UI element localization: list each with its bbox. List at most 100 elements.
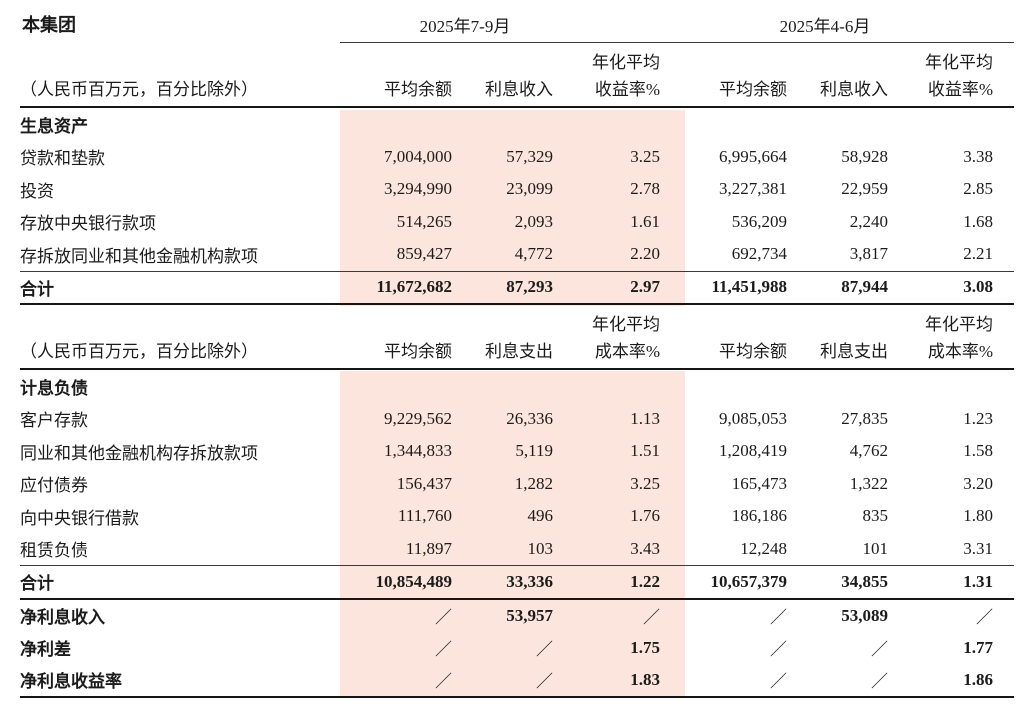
cell-value: 1.23 — [963, 408, 993, 428]
cell-value: 3.25 — [630, 146, 660, 166]
cell-value: 5,119 — [515, 441, 553, 461]
cell-value: 3,817 — [849, 244, 888, 264]
cell-value: 2,240 — [849, 211, 888, 231]
highlight-band-current-period-bottom — [340, 371, 685, 698]
na-slash: ／ — [435, 608, 452, 627]
cell-value: 3.31 — [963, 538, 993, 558]
cell-value: 3.43 — [630, 538, 660, 558]
section-label: 计息负债 — [20, 378, 88, 398]
row-label: 向中央银行借款 — [20, 508, 139, 528]
summary-rows: 净利息收入 ／ 53,957 ／ ／ 53,089 ／ 净利差 ／ ／ 1.75… — [20, 600, 1014, 698]
na-slash: ／ — [435, 672, 452, 691]
cell-value: 53,957 — [506, 605, 553, 625]
cell-value: 186,186 — [731, 506, 787, 526]
cell-value: 9,229,562 — [384, 408, 452, 428]
na-slash: ／ — [435, 640, 452, 659]
row-label: 净利差 — [20, 640, 71, 659]
na-slash: ／ — [976, 608, 993, 627]
cell-value: 1.86 — [963, 669, 993, 689]
table-row: 投资 3,294,990 23,099 2.78 3,227,381 22,95… — [20, 173, 1014, 206]
na-slash: ／ — [536, 672, 553, 691]
row-label: 应付债券 — [20, 476, 88, 496]
annualized-avg-label: 年化平均 — [592, 315, 660, 334]
cell-value: 1.31 — [963, 571, 993, 591]
cell-value: 2,093 — [514, 211, 553, 231]
cell-value: 3,227,381 — [719, 179, 787, 199]
cell-value: 87,293 — [506, 277, 553, 297]
section-label: 生息资产 — [20, 116, 88, 136]
period-1-label: 2025年7-9月 — [419, 17, 511, 36]
cell-value: 34,855 — [841, 571, 888, 591]
cell-value: 835 — [862, 506, 889, 526]
cell-value: 10,657,379 — [710, 571, 788, 591]
annualized-avg-label: 年化平均 — [925, 315, 993, 334]
row-label: 净利息收入 — [20, 608, 105, 627]
cell-value: 156,437 — [396, 473, 452, 493]
cell-value: 4,772 — [514, 244, 553, 264]
cell-value: 165,473 — [731, 473, 787, 493]
table-row: 存拆放同业和其他金融机构款项 859,427 4,772 2.20 692,73… — [20, 238, 1014, 271]
table-row: 向中央银行借款 111,760 496 1.76 186,186 835 1.8… — [20, 500, 1014, 533]
cell-value: 57,329 — [506, 146, 553, 166]
cell-value: 4,762 — [849, 441, 888, 461]
period-2-label: 2025年4-6月 — [779, 17, 871, 36]
cell-value: 6,995,664 — [719, 146, 787, 166]
cell-value: 58,928 — [841, 146, 888, 166]
cell-value: 7,004,000 — [384, 146, 452, 166]
cell-value: 2.78 — [630, 179, 660, 199]
cell-value: 9,085,053 — [719, 408, 787, 428]
cell-value: 10,854,489 — [375, 571, 453, 591]
unit-note: （人民币百万元，百分比除外） — [20, 80, 258, 99]
cell-value: 1.61 — [630, 211, 660, 231]
cell-value: 1.80 — [963, 506, 993, 526]
row-label: 贷款和垫款 — [20, 149, 105, 169]
cell-value: 1,344,833 — [384, 441, 452, 461]
table2-total-row: 合计 10,854,489 33,336 1.22 10,657,379 34,… — [20, 566, 1014, 600]
table-row: 租赁负债 11,897 103 3.43 12,248 101 3.31 — [20, 533, 1014, 566]
table-header-periods: 本集团 2025年7-9月 2025年4-6月 — [20, 0, 1014, 43]
table2-body: 计息负债 客户存款 9,229,562 26,336 1.13 9,085,05… — [20, 370, 1014, 566]
table1-total-row: 合计 11,672,682 87,293 2.97 11,451,988 87,… — [20, 272, 1014, 305]
row-label: 净利息收益率 — [20, 672, 122, 691]
col-header-cost-rate: 成本率% — [594, 342, 660, 361]
col-header-avg-balance: 平均余额 — [719, 80, 787, 99]
section-header-row: 计息负债 — [20, 370, 1014, 403]
cell-value: 1,208,419 — [719, 441, 787, 461]
col-header-avg-balance: 平均余额 — [719, 342, 787, 361]
cell-value: 514,265 — [396, 211, 452, 231]
cell-value: 22,959 — [841, 179, 888, 199]
cell-value: 11,451,988 — [711, 277, 787, 297]
cell-value: 3.38 — [963, 146, 993, 166]
na-slash: ／ — [871, 672, 888, 691]
na-slash: ／ — [643, 608, 660, 627]
cell-value: 1.58 — [963, 441, 993, 461]
table-row: 应付债券 156,437 1,282 3.25 165,473 1,322 3.… — [20, 468, 1014, 501]
cell-value: 1.68 — [963, 211, 993, 231]
col-header-avg-balance: 平均余额 — [384, 342, 452, 361]
cell-value: 1.22 — [630, 571, 660, 591]
unit-note: （人民币百万元，百分比除外） — [20, 342, 258, 361]
page-title: 本集团 — [22, 15, 76, 35]
table-row: 存放中央银行款项 514,265 2,093 1.61 536,209 2,24… — [20, 206, 1014, 239]
table-row: 同业和其他金融机构存拆放款项 1,344,833 5,119 1.51 1,20… — [20, 435, 1014, 468]
col-header-interest-income: 利息收入 — [485, 80, 553, 99]
total-label: 合计 — [20, 574, 54, 594]
table1-body: 生息资产 贷款和垫款 7,004,000 57,329 3.25 6,995,6… — [20, 108, 1014, 272]
col-header-yield-rate: 收益率% — [927, 80, 993, 99]
cell-value: 692,734 — [731, 244, 787, 264]
cell-value: 3.25 — [630, 473, 660, 493]
cell-value: 33,336 — [506, 571, 553, 591]
periods-underline — [340, 42, 1014, 43]
cell-value: 26,336 — [506, 408, 553, 428]
cell-value: 1.13 — [630, 408, 660, 428]
col-header-interest-expense: 利息支出 — [820, 342, 888, 361]
cell-value: 1.51 — [630, 441, 660, 461]
cell-value: 87,944 — [841, 277, 888, 297]
cell-value: 3,294,990 — [384, 179, 452, 199]
col-header-yield-rate: 收益率% — [594, 80, 660, 99]
cell-value: 2.97 — [630, 277, 660, 297]
na-slash: ／ — [770, 672, 787, 691]
na-slash: ／ — [770, 608, 787, 627]
col-header-interest-income: 利息收入 — [820, 80, 888, 99]
